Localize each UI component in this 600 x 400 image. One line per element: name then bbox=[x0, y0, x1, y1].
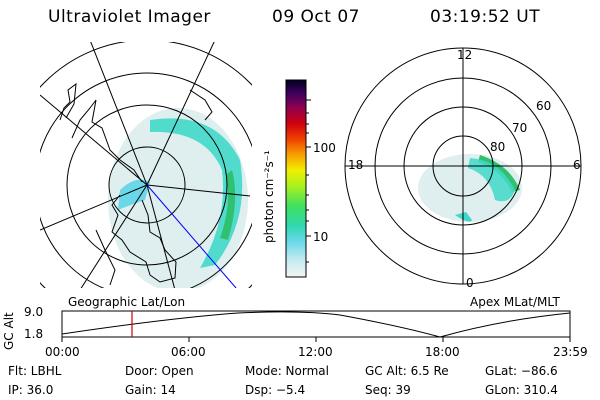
info-ip: IP: 36.0 bbox=[8, 383, 54, 397]
info-glon: GLon: 310.4 bbox=[485, 383, 558, 397]
geographic-label: Geographic Lat/Lon bbox=[68, 295, 186, 309]
mlt-label-12: 12 bbox=[457, 48, 473, 62]
lat-label-80: 80 bbox=[490, 140, 506, 154]
xtick-0600: 06:00 bbox=[171, 345, 206, 359]
lat-label-70: 70 bbox=[512, 121, 528, 135]
info-door: Door: Open bbox=[125, 364, 194, 378]
colorbar-ticks bbox=[306, 99, 311, 263]
polar-plot-image bbox=[418, 154, 522, 222]
apex-label: Apex MLat/MLT bbox=[470, 295, 560, 309]
aurora-oval-band bbox=[150, 118, 243, 268]
colorbar-tick-100: 100 bbox=[313, 141, 336, 155]
altitude-ytick-9: 9.0 bbox=[24, 305, 44, 319]
instrument-title: Ultraviolet Imager bbox=[48, 7, 211, 27]
info-gain: Gain: 14 bbox=[125, 383, 176, 397]
date-label: 09 Oct 07 bbox=[272, 7, 360, 27]
mlt-label-0: 0 bbox=[466, 276, 474, 290]
info-filter: Flt: LBHL bbox=[8, 364, 62, 378]
xtick-1800: 18:00 bbox=[425, 345, 460, 359]
xtick-0000: 00:00 bbox=[45, 345, 80, 359]
altitude-ytick-1-8: 1.8 bbox=[24, 327, 44, 341]
colorbar-tick-10: 10 bbox=[313, 230, 329, 244]
info-dsp: Dsp: −5.4 bbox=[245, 383, 306, 397]
info-seq: Seq: 39 bbox=[365, 383, 411, 397]
mlt-label-6: 6 bbox=[573, 158, 581, 172]
altitude-ylabel: GC Alt bbox=[2, 312, 16, 350]
xtick-1200: 12:00 bbox=[298, 345, 333, 359]
info-mode: Mode: Normal bbox=[245, 364, 329, 378]
mlt-label-18: 18 bbox=[348, 158, 364, 172]
info-glat: GLat: −86.6 bbox=[485, 364, 558, 378]
altitude-xticks bbox=[61, 337, 571, 342]
sun-direction-line bbox=[146, 184, 237, 288]
geographic-map bbox=[40, 42, 252, 288]
xtick-2359: 23:59 bbox=[553, 345, 588, 359]
colorbar-unit-label: photon cm⁻²s⁻¹ bbox=[262, 150, 276, 243]
polar-grid bbox=[344, 47, 582, 285]
info-gc-alt: GC Alt: 6.5 Re bbox=[365, 364, 449, 378]
colorbar bbox=[285, 79, 307, 278]
altitude-curve bbox=[61, 311, 571, 338]
time-label: 03:19:52 UT bbox=[430, 7, 541, 27]
lat-label-60: 60 bbox=[536, 99, 552, 113]
